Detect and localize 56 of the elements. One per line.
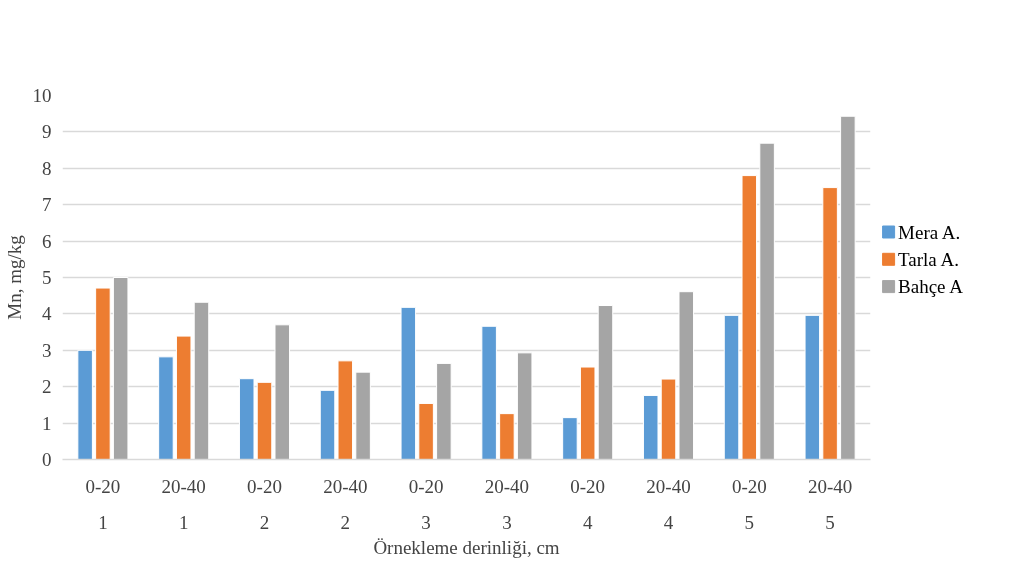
y-tick-label: 1: [42, 412, 52, 434]
bar: [562, 417, 578, 460]
bar: [840, 115, 856, 460]
category-label: 20-40 4: [646, 475, 691, 533]
bar: [741, 175, 758, 460]
category-label: 0-20 5: [731, 475, 767, 533]
bar: [319, 389, 336, 460]
bar: [274, 324, 291, 460]
y-tick-label: 10: [32, 85, 52, 106]
y-tick-label: 7: [42, 194, 52, 216]
bar: [499, 413, 515, 460]
bar: [759, 142, 775, 460]
bar: [660, 378, 677, 460]
bar: [337, 360, 354, 460]
bar: [158, 356, 174, 460]
y-tick-label: 5: [42, 267, 52, 288]
y-tick-label: 8: [42, 157, 52, 179]
y-tick-label: 4: [42, 303, 52, 325]
category-label: 20-40 5: [807, 475, 853, 533]
category-label: 20-40 3: [484, 475, 530, 533]
bar: [400, 306, 417, 460]
y-tick-label: 2: [42, 376, 52, 398]
bar: [642, 394, 659, 460]
bar: [822, 187, 838, 460]
bar: [95, 287, 111, 460]
legend-label: Mera A.: [898, 221, 961, 243]
legend-label: Tarla A.: [898, 248, 959, 270]
bar: [804, 314, 821, 460]
y-axis-title: Mn, mg/kg: [3, 234, 25, 320]
legend-label: Bahçe A: [898, 276, 964, 298]
bar: [238, 378, 255, 460]
bar: [579, 366, 596, 460]
bar: [597, 305, 614, 460]
y-tick-label: 9: [42, 121, 52, 143]
bar: [516, 352, 533, 460]
bar: [112, 277, 129, 460]
category-label: 0-20 4: [570, 475, 606, 533]
bar: [678, 291, 695, 460]
y-tick-label: 0: [42, 449, 52, 470]
y-tick-label: 6: [42, 230, 52, 252]
bar: [175, 335, 192, 460]
bar: [193, 301, 210, 460]
category-label: 0-20 2: [247, 475, 282, 533]
bar: [256, 381, 273, 460]
category-label: 0-20 1: [85, 475, 121, 533]
bar: [77, 349, 93, 460]
bar: [418, 402, 434, 460]
bar: [723, 314, 740, 460]
bar: [355, 371, 371, 460]
category-label: 20-40 1: [161, 475, 206, 533]
bar: [436, 362, 452, 460]
bar: [481, 325, 497, 460]
category-label: 0-20 3: [408, 475, 444, 533]
y-tick-label: 3: [42, 339, 52, 361]
category-label: 20-40 2: [323, 475, 368, 533]
x-axis-title: Örnekleme derinliği, cm: [373, 536, 560, 558]
